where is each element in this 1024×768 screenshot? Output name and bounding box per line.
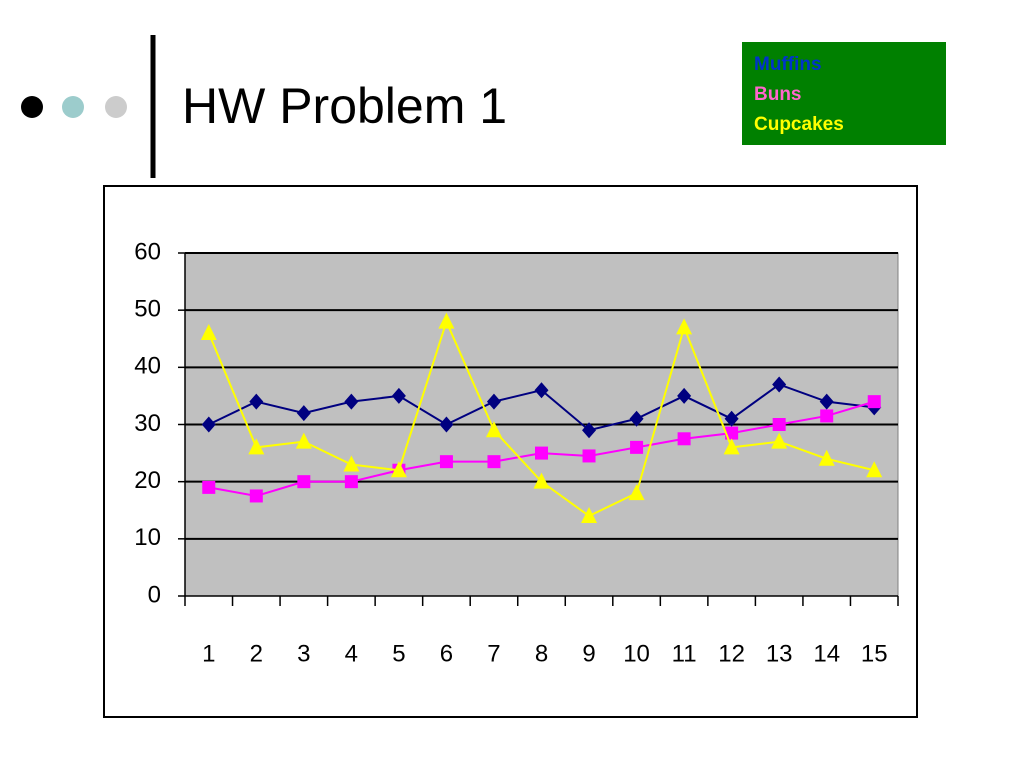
diamond-marker: [201, 416, 216, 433]
diamond-marker: [772, 376, 787, 393]
square-marker: [297, 475, 311, 489]
square-marker: [630, 440, 644, 454]
y-tick-label: 20: [134, 467, 161, 494]
slide-title: HW Problem 1: [182, 78, 507, 134]
triangle-marker: [248, 438, 265, 455]
square-marker: [249, 489, 263, 503]
triangle-marker: [818, 449, 835, 466]
diamond-marker: [249, 393, 264, 410]
triangle-marker: [390, 461, 407, 478]
y-tick-label: 60: [134, 238, 161, 265]
y-tick-label: 10: [134, 524, 161, 551]
triangle-marker: [581, 506, 598, 523]
x-tick-label: 11: [672, 640, 697, 667]
diamond-marker: [486, 393, 501, 410]
y-tick-label: 30: [134, 410, 161, 437]
y-tick-label: 40: [134, 353, 161, 380]
legend-entry: Cupcakes: [754, 114, 844, 135]
diamond-marker: [582, 422, 597, 439]
legend-entry: Muffins: [754, 54, 822, 75]
triangle-marker: [628, 484, 645, 501]
x-tick-label: 12: [718, 640, 745, 667]
x-tick-label: 3: [297, 640, 310, 667]
bullet-dot: [105, 96, 127, 118]
square-marker: [677, 432, 691, 446]
diamond-marker: [344, 393, 359, 410]
legend-entry: Buns: [754, 84, 802, 105]
x-tick-label: 8: [535, 640, 548, 667]
square-marker: [439, 455, 453, 469]
triangle-marker: [438, 312, 455, 329]
x-tick-label: 6: [440, 640, 453, 667]
diamond-marker: [724, 410, 739, 427]
diamond-marker: [677, 387, 692, 404]
diamond-marker: [819, 393, 834, 410]
y-tick-label: 50: [134, 296, 161, 323]
diamond-marker: [534, 382, 549, 399]
square-marker: [344, 475, 358, 489]
triangle-marker: [200, 324, 217, 341]
diamond-marker: [391, 387, 406, 404]
square-marker: [582, 449, 596, 463]
bullet-dot: [21, 96, 43, 118]
triangle-marker: [533, 472, 550, 489]
x-tick-label: 9: [582, 640, 595, 667]
diamond-marker: [296, 405, 311, 422]
square-marker: [867, 395, 881, 409]
diamond-marker: [629, 410, 644, 427]
triangle-marker: [485, 421, 502, 438]
triangle-marker: [771, 432, 788, 449]
triangle-marker: [343, 455, 360, 472]
y-tick-label: 0: [148, 581, 161, 608]
x-tick-label: 5: [392, 640, 405, 667]
x-tick-label: 10: [623, 640, 650, 667]
square-marker: [487, 455, 501, 469]
x-tick-label: 13: [766, 640, 793, 667]
x-tick-label: 1: [202, 640, 215, 667]
bullet-dot: [62, 96, 84, 118]
square-marker: [820, 409, 834, 423]
diamond-marker: [439, 416, 454, 433]
triangle-marker: [676, 318, 693, 335]
x-tick-label: 7: [487, 640, 500, 667]
x-tick-label: 14: [813, 640, 840, 667]
square-marker: [202, 480, 216, 494]
triangle-marker: [295, 432, 312, 449]
legend-box: [742, 42, 946, 145]
triangle-marker: [723, 438, 740, 455]
x-tick-label: 2: [250, 640, 263, 667]
square-marker: [535, 446, 548, 460]
square-marker: [772, 418, 786, 431]
x-tick-label: 4: [345, 640, 358, 667]
triangle-marker: [866, 461, 883, 478]
x-tick-label: 15: [861, 640, 888, 667]
square-marker: [725, 426, 739, 440]
